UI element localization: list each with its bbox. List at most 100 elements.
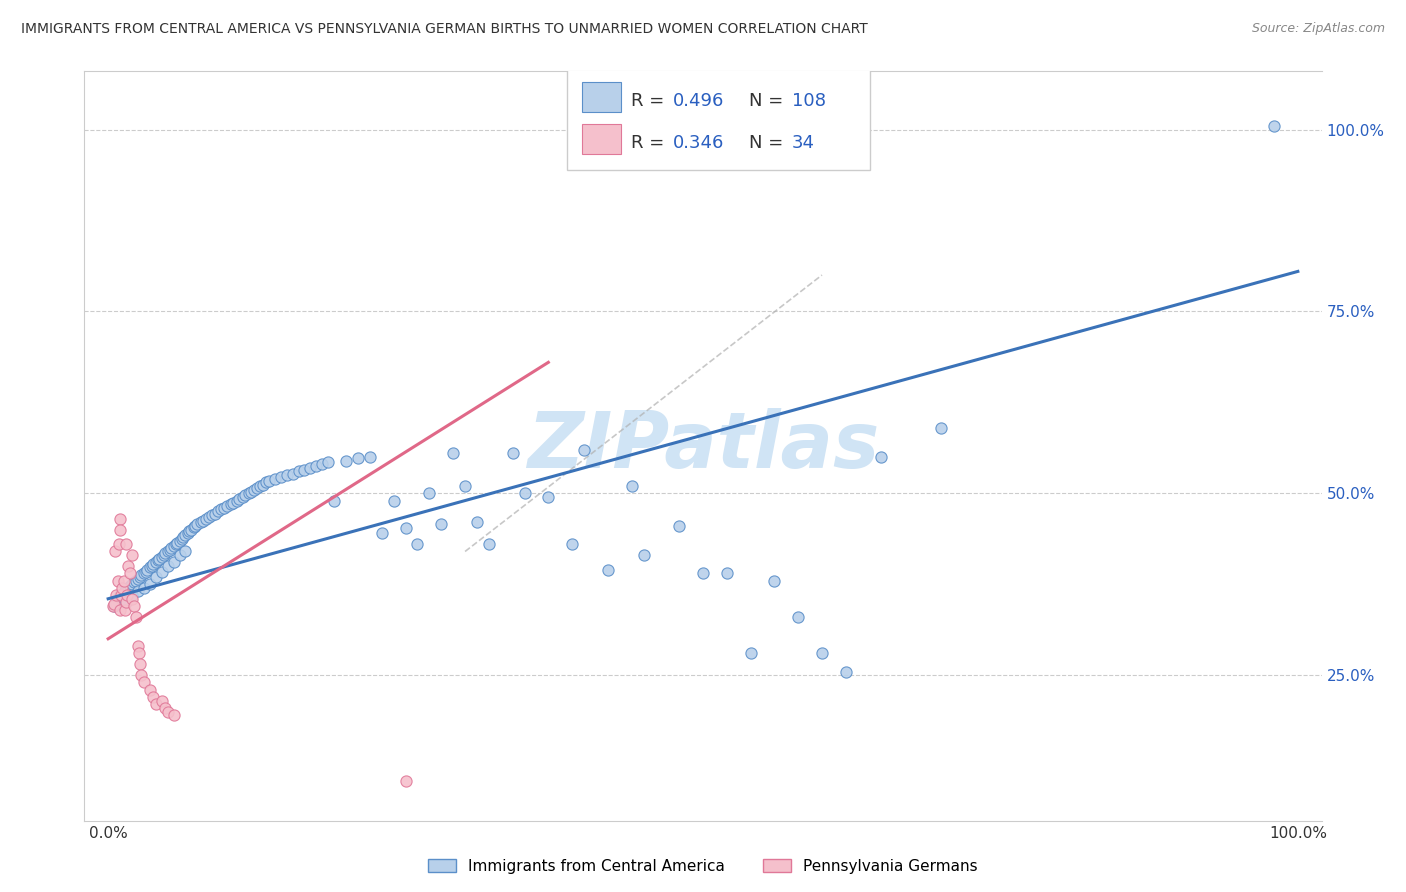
Point: [103, 599, 125, 613]
Point: [222, 496, 245, 510]
Text: N =: N =: [749, 92, 789, 110]
Point: [153, 548, 176, 562]
Point: [204, 507, 226, 521]
Point: [108, 512, 131, 526]
Point: [127, 639, 149, 653]
Point: [105, 588, 128, 602]
Point: [193, 514, 215, 528]
Point: [156, 705, 179, 719]
Point: [418, 486, 440, 500]
Point: [281, 467, 304, 481]
Point: [131, 567, 153, 582]
Point: [127, 572, 149, 586]
Point: [150, 550, 173, 565]
Point: [150, 565, 173, 579]
Point: [146, 553, 169, 567]
Point: [155, 701, 177, 715]
Point: [115, 588, 138, 602]
Text: R =: R =: [631, 92, 671, 110]
Point: [243, 483, 266, 497]
Point: [394, 521, 416, 535]
FancyBboxPatch shape: [567, 69, 870, 170]
Point: [225, 493, 247, 508]
Point: [136, 563, 159, 577]
Point: [668, 519, 690, 533]
Point: [132, 581, 155, 595]
Point: [127, 584, 149, 599]
Point: [787, 610, 810, 624]
Point: [142, 690, 165, 704]
Point: [139, 682, 162, 697]
Point: [716, 566, 738, 581]
Point: [129, 570, 152, 584]
Point: [145, 555, 167, 569]
Point: [145, 698, 167, 712]
Legend: Immigrants from Central America, Pennsylvania Germans: Immigrants from Central America, Pennsyl…: [422, 853, 984, 880]
Point: [108, 602, 131, 616]
Point: [371, 526, 394, 541]
Point: [139, 560, 162, 574]
Point: [232, 490, 254, 504]
Point: [111, 581, 134, 595]
Point: [183, 520, 205, 534]
Point: [124, 599, 146, 613]
Point: [170, 532, 193, 546]
Text: ZIPatlas: ZIPatlas: [527, 408, 879, 484]
Point: [406, 537, 429, 551]
Point: [465, 516, 488, 530]
Point: [239, 484, 262, 499]
Point: [124, 610, 146, 624]
Point: [132, 675, 155, 690]
Point: [263, 472, 285, 486]
Point: [174, 528, 197, 542]
Text: 108: 108: [792, 92, 827, 110]
Point: [121, 588, 143, 602]
Point: [441, 446, 464, 460]
Text: Source: ZipAtlas.com: Source: ZipAtlas.com: [1251, 22, 1385, 36]
Point: [103, 597, 125, 611]
Point: [160, 541, 183, 555]
Point: [228, 492, 250, 507]
Point: [155, 546, 177, 560]
Point: [246, 481, 269, 495]
Point: [142, 557, 165, 571]
Point: [276, 468, 298, 483]
FancyBboxPatch shape: [582, 82, 621, 112]
Point: [316, 455, 339, 469]
Point: [502, 446, 524, 460]
Point: [107, 574, 129, 588]
Point: [219, 497, 242, 511]
Point: [430, 516, 453, 531]
Point: [513, 486, 536, 500]
Point: [323, 493, 346, 508]
Point: [148, 551, 170, 566]
Text: 0.496: 0.496: [673, 92, 724, 110]
Point: [537, 490, 560, 504]
Text: N =: N =: [749, 134, 789, 152]
Point: [633, 548, 655, 562]
Point: [184, 519, 207, 533]
Point: [124, 575, 146, 590]
Point: [620, 479, 643, 493]
Point: [108, 588, 131, 602]
Point: [835, 665, 858, 679]
Point: [131, 668, 153, 682]
Point: [212, 500, 235, 515]
Point: [156, 559, 179, 574]
Point: [394, 773, 416, 788]
Point: [287, 465, 309, 479]
Point: [209, 502, 232, 516]
Point: [108, 523, 131, 537]
Point: [108, 591, 131, 606]
Text: 0.346: 0.346: [673, 134, 724, 152]
Point: [112, 574, 135, 588]
Point: [198, 509, 221, 524]
Point: [177, 526, 200, 541]
Point: [159, 543, 181, 558]
Point: [692, 566, 714, 581]
Point: [190, 516, 212, 530]
Point: [165, 537, 187, 551]
Point: [121, 591, 143, 606]
Point: [174, 544, 197, 558]
Text: IMMIGRANTS FROM CENTRAL AMERICA VS PENNSYLVANIA GERMAN BIRTHS TO UNMARRIED WOMEN: IMMIGRANTS FROM CENTRAL AMERICA VS PENNS…: [21, 22, 868, 37]
